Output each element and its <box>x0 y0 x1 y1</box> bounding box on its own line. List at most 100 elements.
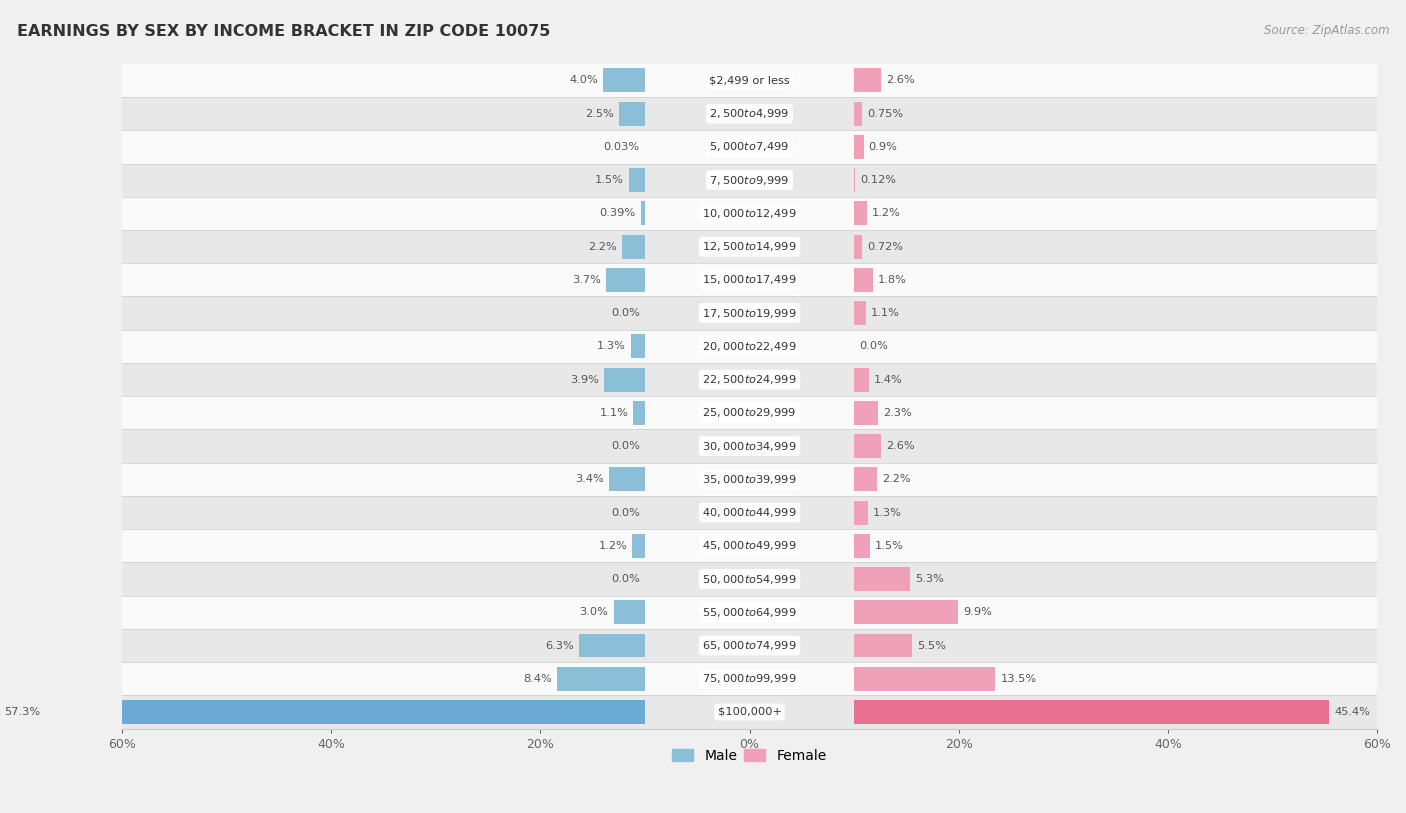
Text: 45.4%: 45.4% <box>1334 707 1369 717</box>
Text: 6.3%: 6.3% <box>546 641 574 650</box>
Text: 1.5%: 1.5% <box>875 541 904 550</box>
Bar <box>579 633 645 658</box>
Bar <box>853 534 870 558</box>
Bar <box>853 68 882 93</box>
Bar <box>122 396 1376 429</box>
Text: 1.2%: 1.2% <box>872 208 901 219</box>
Bar <box>605 367 645 392</box>
Bar <box>557 667 645 691</box>
Text: 3.7%: 3.7% <box>572 275 600 285</box>
Bar <box>122 429 1376 463</box>
Text: 0.03%: 0.03% <box>603 142 640 152</box>
Bar <box>122 496 1376 529</box>
Text: 1.3%: 1.3% <box>598 341 626 351</box>
Text: 0.72%: 0.72% <box>868 241 903 251</box>
Text: 0.0%: 0.0% <box>859 341 889 351</box>
Text: $10,000 to $12,499: $10,000 to $12,499 <box>702 207 797 220</box>
Text: $2,500 to $4,999: $2,500 to $4,999 <box>710 107 790 120</box>
Text: $12,500 to $14,999: $12,500 to $14,999 <box>702 240 797 253</box>
Text: 1.8%: 1.8% <box>879 275 907 285</box>
Bar <box>630 168 645 192</box>
Text: $7,500 to $9,999: $7,500 to $9,999 <box>710 174 790 187</box>
Text: 0.0%: 0.0% <box>610 308 640 318</box>
Text: 1.2%: 1.2% <box>599 541 627 550</box>
Text: $22,500 to $24,999: $22,500 to $24,999 <box>702 373 797 386</box>
Text: 1.1%: 1.1% <box>599 408 628 418</box>
Text: 2.2%: 2.2% <box>883 474 911 485</box>
Text: 1.4%: 1.4% <box>875 375 903 385</box>
Text: 13.5%: 13.5% <box>1001 674 1036 684</box>
Text: EARNINGS BY SEX BY INCOME BRACKET IN ZIP CODE 10075: EARNINGS BY SEX BY INCOME BRACKET IN ZIP… <box>17 24 550 39</box>
Text: $25,000 to $29,999: $25,000 to $29,999 <box>703 406 797 420</box>
Text: 0.0%: 0.0% <box>610 441 640 451</box>
Text: 1.1%: 1.1% <box>870 308 900 318</box>
Bar <box>122 97 1376 130</box>
Bar <box>613 600 645 624</box>
Bar <box>853 434 882 458</box>
Bar <box>122 330 1376 363</box>
Bar <box>621 235 645 259</box>
Text: $65,000 to $74,999: $65,000 to $74,999 <box>702 639 797 652</box>
Text: 3.9%: 3.9% <box>569 375 599 385</box>
Text: 0.12%: 0.12% <box>860 175 897 185</box>
Bar <box>122 662 1376 695</box>
Text: $40,000 to $44,999: $40,000 to $44,999 <box>702 506 797 519</box>
Bar <box>853 367 869 392</box>
Bar <box>122 63 1376 97</box>
Text: 2.5%: 2.5% <box>585 109 613 119</box>
Bar <box>853 135 863 159</box>
Text: $17,500 to $19,999: $17,500 to $19,999 <box>702 307 797 320</box>
Bar <box>853 467 877 491</box>
Text: $30,000 to $34,999: $30,000 to $34,999 <box>702 440 797 453</box>
Text: 0.39%: 0.39% <box>599 208 636 219</box>
Text: 3.4%: 3.4% <box>575 474 605 485</box>
Text: $5,000 to $7,499: $5,000 to $7,499 <box>710 141 790 154</box>
Bar <box>606 267 645 292</box>
Text: 1.5%: 1.5% <box>595 175 624 185</box>
Text: 5.3%: 5.3% <box>915 574 943 584</box>
Bar <box>633 534 645 558</box>
Bar <box>853 700 1329 724</box>
Text: 0.0%: 0.0% <box>610 507 640 518</box>
Text: 2.6%: 2.6% <box>887 76 915 85</box>
Text: 1.3%: 1.3% <box>873 507 901 518</box>
Bar <box>609 467 645 491</box>
Legend: Male, Female: Male, Female <box>666 743 832 768</box>
Bar <box>122 363 1376 396</box>
Text: 2.3%: 2.3% <box>883 408 912 418</box>
Bar <box>853 235 862 259</box>
Text: $45,000 to $49,999: $45,000 to $49,999 <box>702 539 797 552</box>
Bar <box>122 529 1376 563</box>
Text: $55,000 to $64,999: $55,000 to $64,999 <box>702 606 797 619</box>
Bar <box>122 463 1376 496</box>
Bar <box>853 202 866 225</box>
Text: $35,000 to $39,999: $35,000 to $39,999 <box>702 473 797 486</box>
Bar <box>853 667 995 691</box>
Bar <box>122 197 1376 230</box>
Bar <box>853 501 868 524</box>
Bar <box>853 301 866 325</box>
Text: 2.6%: 2.6% <box>887 441 915 451</box>
Bar <box>122 130 1376 163</box>
Bar <box>122 297 1376 330</box>
Bar <box>122 163 1376 197</box>
Text: 2.2%: 2.2% <box>588 241 617 251</box>
Text: $15,000 to $17,499: $15,000 to $17,499 <box>702 273 797 286</box>
Text: 4.0%: 4.0% <box>569 76 598 85</box>
Bar <box>122 629 1376 662</box>
Text: 3.0%: 3.0% <box>579 607 609 617</box>
Text: $20,000 to $22,499: $20,000 to $22,499 <box>702 340 797 353</box>
Bar <box>122 263 1376 297</box>
Bar <box>853 633 911 658</box>
Bar <box>641 202 645 225</box>
Text: 0.9%: 0.9% <box>869 142 897 152</box>
Bar <box>853 567 910 591</box>
Bar <box>853 401 879 424</box>
Text: 0.0%: 0.0% <box>610 574 640 584</box>
Bar <box>45 700 645 724</box>
Bar <box>631 334 645 359</box>
Text: $100,000+: $100,000+ <box>717 707 782 717</box>
Text: 9.9%: 9.9% <box>963 607 991 617</box>
Bar <box>853 102 862 126</box>
Bar <box>122 695 1376 728</box>
